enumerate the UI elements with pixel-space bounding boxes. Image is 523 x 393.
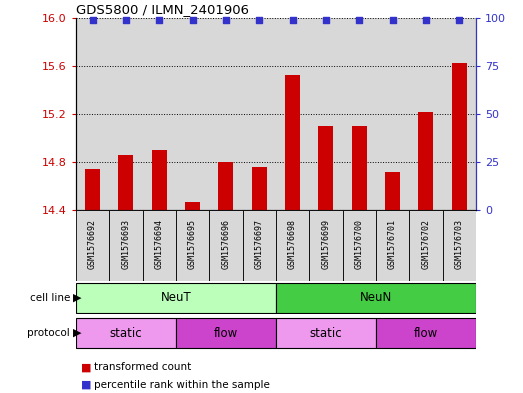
Bar: [76, 318, 176, 348]
Text: GSM1576703: GSM1576703: [455, 219, 464, 269]
Bar: [176, 318, 276, 348]
Bar: [276, 210, 309, 281]
Text: percentile rank within the sample: percentile rank within the sample: [94, 380, 270, 390]
Bar: [319, 126, 333, 210]
Bar: [243, 210, 276, 281]
Text: static: static: [109, 327, 142, 340]
Point: [255, 17, 264, 23]
Bar: [243, 18, 276, 210]
Text: GSM1576702: GSM1576702: [422, 219, 430, 269]
Bar: [442, 210, 476, 281]
Bar: [309, 210, 343, 281]
Bar: [152, 150, 167, 210]
Text: ▶: ▶: [73, 293, 82, 303]
Bar: [142, 210, 176, 281]
Bar: [185, 202, 200, 210]
Text: GSM1576694: GSM1576694: [155, 219, 164, 269]
Point: [222, 17, 230, 23]
Bar: [276, 18, 309, 210]
Point: [88, 17, 97, 23]
Point: [389, 17, 397, 23]
Point: [355, 17, 363, 23]
Text: flow: flow: [214, 327, 238, 340]
Text: ▶: ▶: [73, 328, 82, 338]
Bar: [76, 210, 109, 281]
Point: [422, 17, 430, 23]
Text: transformed count: transformed count: [94, 362, 191, 373]
Text: cell line: cell line: [30, 293, 73, 303]
Bar: [76, 283, 276, 313]
Point: [322, 17, 330, 23]
Bar: [118, 155, 133, 210]
Text: GSM1576692: GSM1576692: [88, 219, 97, 269]
Text: GSM1576700: GSM1576700: [355, 219, 363, 269]
Bar: [252, 167, 267, 210]
Bar: [142, 18, 176, 210]
Bar: [109, 18, 142, 210]
Bar: [176, 210, 209, 281]
Bar: [309, 18, 343, 210]
Bar: [85, 169, 100, 210]
Bar: [452, 63, 467, 210]
Text: GSM1576693: GSM1576693: [121, 219, 130, 269]
Bar: [376, 210, 409, 281]
Text: ■: ■: [81, 380, 95, 390]
Point: [455, 17, 463, 23]
Bar: [285, 75, 300, 210]
Text: NeuN: NeuN: [360, 291, 392, 304]
Point: [155, 17, 163, 23]
Text: GSM1576697: GSM1576697: [255, 219, 264, 269]
Bar: [385, 172, 400, 210]
Bar: [410, 18, 442, 210]
Bar: [343, 210, 376, 281]
Text: GDS5800 / ILMN_2401906: GDS5800 / ILMN_2401906: [76, 4, 249, 17]
Text: GSM1576695: GSM1576695: [188, 219, 197, 269]
Point: [188, 17, 197, 23]
Bar: [276, 318, 376, 348]
Text: GSM1576701: GSM1576701: [388, 219, 397, 269]
Bar: [418, 112, 434, 210]
Bar: [109, 210, 142, 281]
Text: NeuT: NeuT: [161, 291, 191, 304]
Text: flow: flow: [414, 327, 438, 340]
Text: GSM1576698: GSM1576698: [288, 219, 297, 269]
Bar: [76, 18, 109, 210]
Text: GSM1576699: GSM1576699: [322, 219, 331, 269]
Text: GSM1576696: GSM1576696: [221, 219, 230, 269]
Bar: [176, 18, 209, 210]
Bar: [376, 318, 476, 348]
Bar: [219, 162, 233, 210]
Bar: [410, 210, 442, 281]
Point: [122, 17, 130, 23]
Bar: [442, 18, 476, 210]
Bar: [376, 18, 409, 210]
Point: [288, 17, 297, 23]
Text: ■: ■: [81, 362, 95, 373]
Bar: [276, 283, 476, 313]
Bar: [343, 18, 376, 210]
Bar: [352, 126, 367, 210]
Bar: [209, 18, 243, 210]
Text: static: static: [310, 327, 342, 340]
Bar: [209, 210, 243, 281]
Text: protocol: protocol: [27, 328, 73, 338]
